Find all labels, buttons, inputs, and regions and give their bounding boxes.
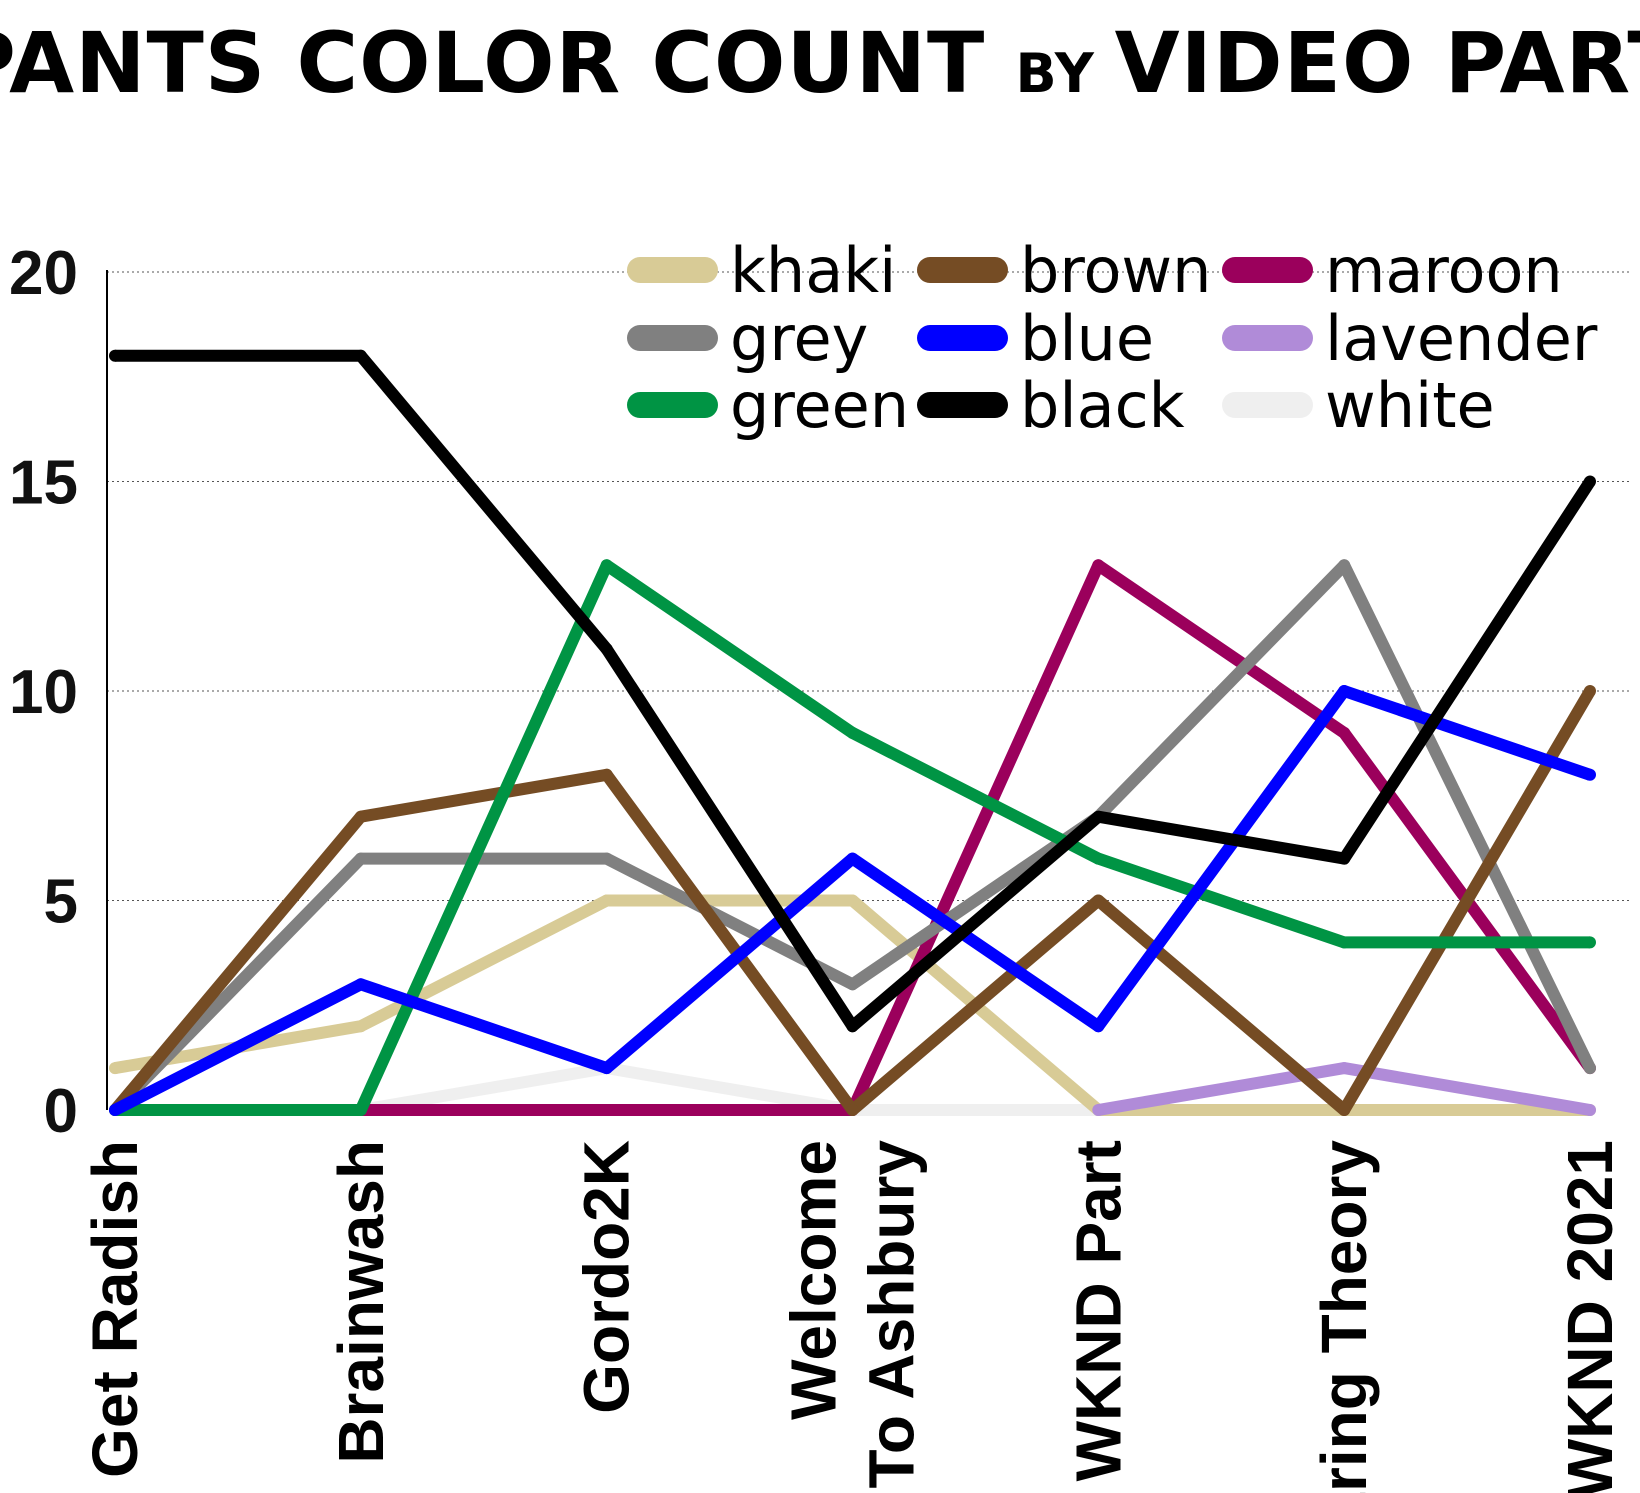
point-grey-1 <box>354 852 367 865</box>
point-khaki-3 <box>846 894 859 907</box>
legend-item-lavender: lavender <box>1222 302 1598 375</box>
legend-item-white: white <box>1222 369 1495 442</box>
x-axis-categories: Get Radish Brainwash Gordo2K Welcome To Ashb… <box>79 1140 1626 1493</box>
legend-item-blue: blue <box>917 302 1154 375</box>
point-maroon-2 <box>600 1104 613 1116</box>
point-blue-4 <box>1092 1020 1105 1033</box>
legend-label-green: green <box>730 369 909 442</box>
point-black-6 <box>1584 475 1596 488</box>
point-black-1 <box>354 349 367 362</box>
point-black-2 <box>600 643 613 656</box>
x-category-label-3-line1: To Ashbury <box>856 1140 928 1489</box>
y-tick-label-0: 0 <box>44 1077 78 1146</box>
y-tick-label-20: 20 <box>9 239 78 308</box>
point-brown-4 <box>1092 894 1105 907</box>
point-green-6 <box>1584 936 1596 949</box>
series-lavender <box>1092 1062 1596 1116</box>
point-blue-0 <box>109 1104 121 1116</box>
point-blue-5 <box>1338 685 1351 697</box>
series-black <box>109 349 1596 1033</box>
y-tick-label-10: 10 <box>9 658 78 727</box>
point-green-2 <box>600 559 613 572</box>
point-grey-2 <box>600 852 613 865</box>
point-brown-3 <box>846 1104 859 1116</box>
chart-title-part3: VIDEO PART <box>1115 14 1640 112</box>
point-green-3 <box>846 726 859 739</box>
point-brown-5 <box>1338 1104 1351 1116</box>
point-grey-5 <box>1338 559 1351 572</box>
point-black-3 <box>846 1020 859 1033</box>
chart-title-part2: BY <box>1016 42 1115 105</box>
legend-item-maroon: maroon <box>1222 234 1563 307</box>
point-lavender-5 <box>1338 1062 1351 1075</box>
point-grey-6 <box>1584 1062 1596 1075</box>
legend-label-brown: brown <box>1020 234 1211 307</box>
legend-label-lavender: lavender <box>1325 302 1598 375</box>
chart-title-part1: PANTS COLOR COUNT <box>0 14 1016 112</box>
grid <box>107 271 1630 901</box>
point-brown-2 <box>600 768 613 781</box>
chart-title: PANTS COLOR COUNT BY VIDEO PART <box>0 14 1640 112</box>
series-maroon <box>354 559 1596 1116</box>
point-brown-1 <box>354 810 367 823</box>
point-lavender-4 <box>1092 1104 1105 1116</box>
legend-label-grey: grey <box>730 302 868 375</box>
legend-item-khaki: khaki <box>627 234 896 307</box>
legend-item-green: green <box>627 369 909 442</box>
point-blue-3 <box>846 852 859 865</box>
x-category-label-1: Brainwash <box>325 1140 397 1464</box>
point-maroon-5 <box>1338 726 1351 739</box>
legend-item-brown: brown <box>917 234 1211 307</box>
legend-label-black: black <box>1020 369 1185 442</box>
point-green-4 <box>1092 852 1105 865</box>
point-blue-1 <box>354 978 367 991</box>
point-black-5 <box>1338 852 1351 865</box>
y-tick-label-15: 15 <box>9 449 78 518</box>
point-black-0 <box>109 349 121 362</box>
x-category-label-0: Get Radish <box>79 1140 151 1478</box>
x-category-label-3-line0: Welcome <box>778 1140 850 1420</box>
x-category-label-5: String Theory <box>1308 1140 1380 1493</box>
series-line-maroon <box>360 559 1595 1116</box>
point-green-5 <box>1338 936 1351 949</box>
series-lines <box>109 349 1596 1116</box>
legend-label-white: white <box>1325 369 1495 442</box>
legend-label-blue: blue <box>1020 302 1154 375</box>
legend-item-grey: grey <box>627 302 868 375</box>
point-green-1 <box>354 1104 367 1116</box>
point-khaki-0 <box>109 1062 121 1075</box>
point-brown-6 <box>1584 685 1596 697</box>
series-blue <box>109 685 1596 1116</box>
point-grey-3 <box>846 978 859 991</box>
point-blue-2 <box>600 1062 613 1075</box>
point-black-4 <box>1092 810 1105 823</box>
point-khaki-1 <box>354 1020 367 1033</box>
y-axis-ticks: 0 5 10 15 20 <box>9 239 78 1146</box>
point-lavender-6 <box>1584 1104 1596 1116</box>
x-category-label-6: WKND 2021 <box>1554 1140 1626 1493</box>
point-maroon-4 <box>1092 559 1105 572</box>
legend-item-black: black <box>917 369 1185 442</box>
point-khaki-2 <box>600 894 613 907</box>
legend-label-khaki: khaki <box>730 234 896 307</box>
legend-label-maroon: maroon <box>1325 234 1563 307</box>
x-category-label-4: WKND Part <box>1062 1140 1134 1481</box>
x-category-label-2: Gordo2K <box>571 1140 643 1414</box>
series-brown <box>109 685 1596 1116</box>
y-tick-label-5: 5 <box>44 868 78 937</box>
point-blue-6 <box>1584 768 1596 781</box>
series-green <box>109 559 1596 1116</box>
